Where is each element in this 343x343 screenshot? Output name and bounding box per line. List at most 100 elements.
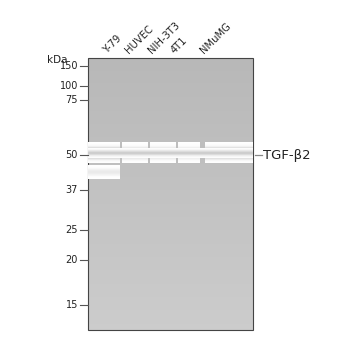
- Bar: [88, 149, 253, 150]
- Bar: [178, 147, 200, 148]
- Bar: [88, 68, 253, 69]
- Bar: [88, 143, 120, 144]
- Bar: [178, 154, 200, 155]
- Bar: [88, 75, 253, 76]
- Bar: [88, 146, 120, 147]
- Bar: [88, 100, 253, 102]
- Bar: [88, 247, 253, 248]
- Bar: [88, 129, 253, 130]
- Bar: [88, 329, 253, 330]
- Bar: [88, 251, 253, 252]
- Bar: [88, 69, 253, 70]
- Bar: [88, 265, 253, 267]
- Bar: [88, 82, 253, 83]
- Bar: [88, 58, 253, 59]
- Bar: [88, 147, 253, 148]
- Bar: [88, 169, 120, 170]
- Bar: [88, 137, 253, 138]
- Bar: [178, 162, 200, 163]
- Bar: [88, 94, 253, 95]
- Bar: [88, 106, 253, 107]
- Bar: [88, 264, 253, 265]
- Bar: [88, 105, 253, 106]
- Bar: [88, 60, 253, 61]
- Bar: [88, 305, 253, 306]
- Bar: [88, 154, 120, 155]
- Bar: [88, 285, 253, 286]
- Bar: [88, 303, 253, 304]
- Bar: [122, 149, 148, 150]
- Bar: [88, 122, 253, 123]
- Bar: [88, 227, 253, 228]
- Bar: [205, 155, 253, 156]
- Bar: [205, 148, 253, 149]
- Bar: [88, 243, 253, 244]
- Bar: [88, 61, 253, 62]
- Bar: [88, 156, 253, 157]
- Bar: [205, 163, 253, 164]
- Bar: [178, 163, 200, 164]
- Bar: [88, 280, 253, 281]
- Bar: [150, 151, 176, 152]
- Bar: [88, 260, 253, 261]
- Bar: [88, 141, 253, 142]
- Bar: [88, 186, 253, 187]
- Bar: [88, 249, 253, 250]
- Bar: [88, 171, 120, 172]
- Bar: [122, 162, 148, 163]
- Bar: [88, 197, 253, 198]
- Bar: [88, 223, 253, 224]
- Bar: [88, 176, 120, 177]
- Bar: [88, 148, 253, 149]
- Bar: [88, 115, 253, 116]
- Bar: [88, 218, 253, 220]
- Bar: [88, 319, 253, 320]
- Bar: [88, 88, 253, 89]
- Bar: [88, 216, 253, 217]
- Bar: [88, 177, 120, 178]
- Text: 15: 15: [66, 300, 78, 310]
- Bar: [88, 282, 253, 283]
- Bar: [178, 159, 200, 160]
- Bar: [88, 178, 120, 179]
- Bar: [88, 162, 253, 163]
- Bar: [88, 168, 253, 169]
- Bar: [88, 157, 253, 158]
- Bar: [150, 162, 176, 163]
- Bar: [88, 199, 253, 200]
- Bar: [88, 163, 253, 164]
- Bar: [88, 150, 253, 151]
- Bar: [122, 142, 148, 143]
- Bar: [150, 158, 176, 159]
- Bar: [88, 74, 253, 75]
- Bar: [88, 315, 253, 316]
- Bar: [88, 152, 253, 153]
- Bar: [88, 193, 253, 194]
- Bar: [122, 144, 148, 145]
- Bar: [88, 107, 253, 108]
- Bar: [205, 146, 253, 147]
- Text: 4T1: 4T1: [169, 35, 189, 55]
- Bar: [88, 182, 253, 183]
- Bar: [88, 177, 253, 178]
- Bar: [88, 222, 253, 223]
- Bar: [88, 310, 253, 311]
- Bar: [88, 255, 253, 256]
- Bar: [88, 83, 253, 84]
- Bar: [88, 118, 253, 119]
- Bar: [88, 171, 120, 172]
- Bar: [88, 301, 253, 302]
- Bar: [88, 209, 253, 210]
- Bar: [88, 131, 253, 132]
- Bar: [150, 146, 176, 147]
- Bar: [88, 156, 253, 157]
- Bar: [88, 316, 253, 317]
- Bar: [88, 146, 253, 147]
- Bar: [88, 198, 253, 199]
- Bar: [88, 70, 253, 71]
- Bar: [88, 150, 253, 151]
- Bar: [88, 148, 120, 149]
- Bar: [122, 157, 148, 158]
- Bar: [150, 163, 176, 164]
- Bar: [122, 146, 148, 147]
